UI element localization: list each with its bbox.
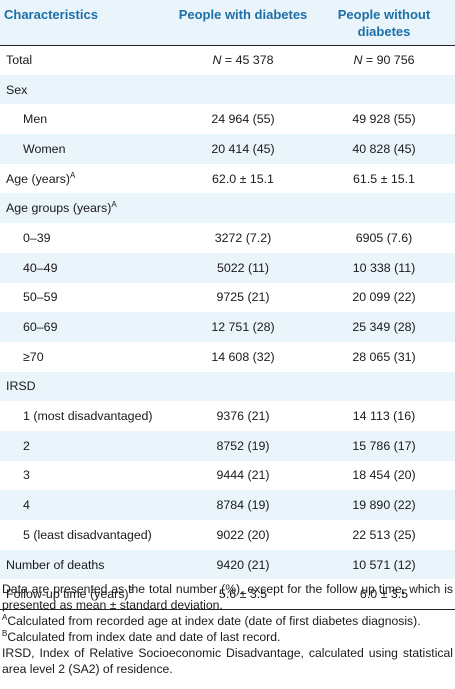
with-diabetes-cell — [173, 372, 313, 402]
table-row: IRSD — [0, 371, 455, 402]
table-header-row: Characteristics People with diabetes Peo… — [0, 0, 455, 46]
with-diabetes-cell: 9420 (21) — [216, 557, 270, 572]
with-diabetes-cell: 24 964 (55) — [211, 112, 275, 127]
footnote-a-mark: A — [2, 613, 8, 622]
without-diabetes-cell: 61.5 ± 15.1 — [353, 171, 415, 186]
row-label: 4 — [23, 498, 30, 513]
footnote-a: ACalculated from recorded age at index d… — [2, 613, 421, 629]
characteristics-table: Characteristics People with diabetes Peo… — [0, 0, 455, 610]
without-diabetes-cell: 6.0 ± 3.5 — [313, 579, 455, 610]
with-diabetes-cell: 8784 (19) — [216, 498, 270, 513]
row-label: Women — [23, 141, 66, 156]
row-label: Total — [6, 53, 33, 68]
row-label: 0–39 — [23, 230, 51, 245]
without-diabetes-cell: 6905 (7.6) — [355, 230, 413, 245]
row-label: Sex — [6, 82, 28, 97]
row-label: Follow-up time (years)B — [0, 579, 173, 610]
row-label: Men — [23, 112, 48, 127]
without-diabetes-cell: N = 90 756 — [353, 53, 415, 68]
with-diabetes-cell: 20 414 (45) — [211, 141, 275, 156]
with-diabetes-cell — [173, 75, 313, 105]
row-label: ≥70 — [23, 349, 44, 364]
without-diabetes-cell — [313, 193, 455, 223]
row-label: Number of deaths — [6, 557, 105, 572]
with-diabetes-cell: 9725 (21) — [216, 290, 270, 305]
without-diabetes-cell: 25 349 (28) — [352, 320, 416, 335]
table-row: Sex — [0, 74, 455, 105]
table-row: 40–49 5022 (11) 10 338 (11) — [0, 252, 455, 283]
table-row: 4 8784 (19) 19 890 (22) — [0, 490, 455, 520]
without-diabetes-cell: 20 099 (22) — [352, 290, 416, 305]
row-label: 5 (least disadvantaged) — [23, 527, 152, 542]
footnote-mark: B — [128, 585, 134, 595]
without-diabetes-cell — [313, 372, 455, 402]
table-row: ≥70 14 608 (32) 28 065 (31) — [0, 342, 455, 372]
row-label: Age groups (years)A — [6, 200, 117, 216]
with-diabetes-cell: 9376 (21) — [216, 409, 270, 424]
data-note: Data are presented as the total number (… — [2, 582, 453, 612]
with-diabetes-cell: 9444 (21) — [216, 468, 270, 483]
footnote-mark: A — [70, 170, 76, 180]
without-diabetes-cell: 22 513 (25) — [352, 527, 416, 542]
table-row: Men 24 964 (55) 49 928 (55) — [0, 104, 455, 134]
table-row: 5 (least disadvantaged) 9022 (20) 22 513… — [0, 520, 455, 550]
without-diabetes-cell: 49 928 (55) — [352, 112, 416, 127]
table-row: 3 9444 (21) 18 454 (20) — [0, 461, 455, 491]
header-without-diabetes: People without diabetes — [313, 0, 455, 46]
row-label: 1 (most disadvantaged) — [23, 409, 153, 424]
table-row: Women 20 414 (45) 40 828 (45) — [0, 134, 455, 164]
row-label: 2 — [23, 438, 30, 453]
with-diabetes-cell: 14 608 (32) — [211, 349, 275, 364]
footnote-b-mark: B — [2, 629, 8, 638]
footnote-mark: A — [111, 200, 117, 210]
header-with-diabetes: People with diabetes — [173, 0, 313, 46]
table-row: 50–59 9725 (21) 20 099 (22) — [0, 283, 455, 313]
without-diabetes-cell: 14 113 (16) — [352, 409, 416, 424]
without-diabetes-cell: 19 890 (22) — [352, 498, 416, 513]
table-row: 2 8752 (19) 15 786 (17) — [0, 430, 455, 461]
table-row: Age groups (years)A — [0, 193, 455, 224]
row-label: 40–49 — [23, 260, 58, 275]
irsd-note: IRSD, Index of Relative Socioeconomic Di… — [2, 646, 453, 676]
table-row: 0–39 3272 (7.2) 6905 (7.6) — [0, 223, 455, 253]
with-diabetes-cell: 5022 (11) — [216, 260, 270, 275]
row-label: IRSD — [6, 379, 36, 394]
without-diabetes-cell: 10 571 (12) — [352, 557, 416, 572]
row-label: 60–69 — [23, 320, 58, 335]
without-diabetes-cell — [313, 75, 455, 105]
row-label: 3 — [23, 468, 30, 483]
with-diabetes-cell: N = 45 378 — [212, 53, 274, 68]
footnote-b: BCalculated from index date and date of … — [2, 629, 281, 645]
table-row: Number of deaths 9420 (21) 10 571 (12) — [0, 549, 455, 580]
without-diabetes-cell: 28 065 (31) — [352, 349, 416, 364]
with-diabetes-cell: 62.0 ± 15.1 — [212, 171, 274, 186]
row-label: 50–59 — [23, 290, 58, 305]
header-characteristics: Characteristics — [0, 0, 173, 46]
table-row: Total N = 45 378 N = 90 756 — [0, 45, 455, 75]
with-diabetes-cell — [173, 193, 313, 223]
table-row: Follow-up time (years)B 5.6 ± 3.5 6.0 ± … — [0, 579, 455, 610]
with-diabetes-cell: 8752 (19) — [216, 438, 270, 453]
without-diabetes-cell: 15 786 (17) — [352, 438, 416, 453]
table-notes: Data are presented as the total number (… — [0, 581, 453, 677]
row-label: Age (years)A — [6, 170, 76, 186]
with-diabetes-cell: 12 751 (28) — [211, 320, 275, 335]
table-row: 60–69 12 751 (28) 25 349 (28) — [0, 312, 455, 342]
without-diabetes-cell: 40 828 (45) — [352, 141, 416, 156]
without-diabetes-cell: 18 454 (20) — [352, 468, 416, 483]
without-diabetes-cell: 10 338 (11) — [352, 260, 416, 275]
table-row: Age (years)A 62.0 ± 15.1 61.5 ± 15.1 — [0, 164, 455, 194]
table-row: 1 (most disadvantaged) 9376 (21) 14 113 … — [0, 401, 455, 431]
with-diabetes-cell: 3272 (7.2) — [214, 230, 272, 245]
with-diabetes-cell: 5.6 ± 3.5 — [173, 579, 313, 610]
with-diabetes-cell: 9022 (20) — [216, 527, 270, 542]
